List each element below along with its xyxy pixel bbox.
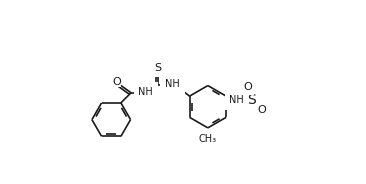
Text: NH: NH [138,87,153,97]
Text: S: S [154,63,161,73]
Text: NH: NH [229,95,244,105]
Text: NH: NH [165,79,180,89]
Text: CH₃: CH₃ [199,134,217,144]
Text: O: O [243,82,252,92]
Text: S: S [247,93,256,107]
Text: O: O [258,105,266,115]
Text: O: O [112,77,121,87]
